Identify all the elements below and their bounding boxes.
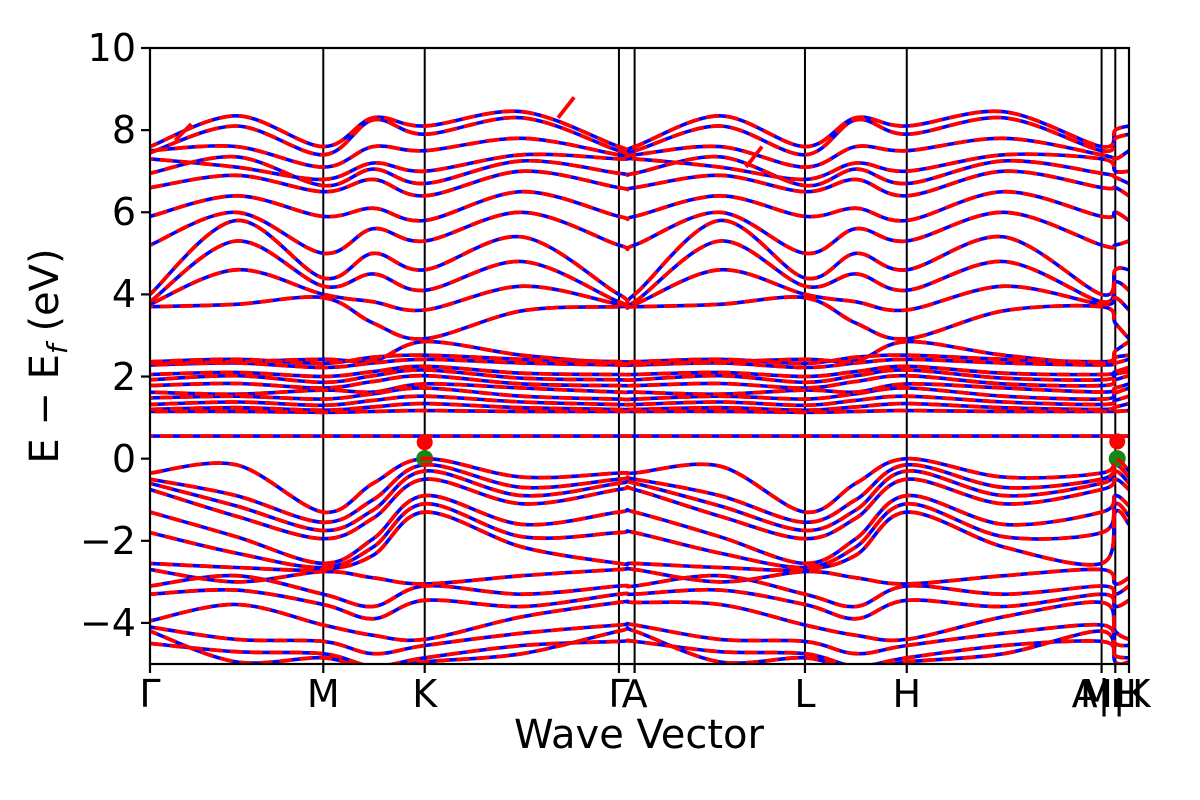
- band-line-dashed: [150, 477, 1129, 541]
- band-line-dashed: [150, 368, 1129, 385]
- y-tick-label: 2: [111, 354, 136, 399]
- band-line-dashed: [150, 339, 1129, 366]
- band-line-dashed: [150, 599, 1129, 643]
- band-line-dashed: [150, 408, 1129, 415]
- band-line-dashed-fragment: [173, 122, 193, 142]
- cbm-marker: [416, 434, 433, 451]
- band-line-dashed: [150, 136, 1129, 170]
- x-tick-label: H: [1114, 672, 1144, 716]
- band-line-dashed: [150, 295, 1129, 341]
- x-tick-label: L: [794, 672, 816, 716]
- y-tick-label: 0: [111, 436, 136, 481]
- x-axis-label: Wave Vector: [514, 712, 764, 758]
- band-line-dashed: [150, 625, 1129, 664]
- band-line-dashed: [150, 267, 1129, 313]
- band-line-dashed: [150, 587, 1129, 621]
- band-line-dashed: [150, 189, 1129, 223]
- y-tick-label: 10: [87, 26, 136, 70]
- band-line-solid: [150, 638, 1129, 664]
- band-line-dashed-fragment: [744, 145, 764, 169]
- band-line-dashed: [150, 621, 1129, 656]
- band-line-dashed: [150, 456, 1129, 515]
- band-line-dashed: [150, 152, 1129, 182]
- y-axis-label-subscript: f: [41, 344, 74, 355]
- band-line-dashed: [150, 566, 1129, 586]
- y-axis-label-units: (eV): [22, 248, 68, 345]
- band-line-dashed: [150, 501, 1129, 570]
- plot-frame: [148, 46, 1131, 666]
- band-line-dashed: [150, 394, 1129, 408]
- band-line-dashed: [150, 386, 1129, 402]
- band-line-solid: [150, 169, 1129, 198]
- band-line-dashed: [150, 638, 1129, 664]
- band-line-solid: [150, 210, 1129, 256]
- x-tick-label: M: [306, 672, 340, 716]
- band-line-dashed: [150, 401, 1129, 413]
- x-tick-label: H: [892, 672, 922, 716]
- y-axis-label-main: E − E: [22, 354, 68, 464]
- band-line-dashed: [150, 381, 1129, 397]
- y-tick-label: 8: [111, 108, 136, 153]
- band-line-dashed: [150, 373, 1129, 390]
- x-tick-label: Γ: [139, 672, 161, 716]
- y-axis-label: E − Ef (eV): [22, 248, 74, 463]
- band-line-dashed: [150, 210, 1129, 256]
- x-tick-label: A: [621, 672, 648, 716]
- band-line-dashed: [150, 239, 1129, 310]
- band-line-dashed-fragment: [556, 96, 576, 119]
- band-line-dashed: [150, 154, 1129, 188]
- band-line-dashed: [150, 493, 1129, 566]
- y-tick-label: −4: [79, 600, 136, 645]
- band-line-dashed: [150, 115, 1129, 157]
- y-tick-label: 4: [111, 272, 136, 317]
- band-line-solid: [150, 469, 1129, 533]
- y-tick-label: −2: [79, 518, 136, 563]
- x-tick-label: K: [412, 672, 438, 716]
- x-tick-label: A|L: [1071, 672, 1132, 716]
- band-line-dashed: [150, 573, 1129, 609]
- y-tick-label: 6: [111, 190, 136, 235]
- band-line-dashed: [150, 109, 1129, 153]
- band-line-dashed: [150, 364, 1129, 379]
- band-line-dashed: [150, 218, 1129, 305]
- x-tick-label: M|K: [1080, 672, 1151, 716]
- x-tick-label: Γ: [608, 672, 630, 716]
- band-line-dashed: [150, 508, 1129, 573]
- band-line-dashed: [150, 462, 1129, 525]
